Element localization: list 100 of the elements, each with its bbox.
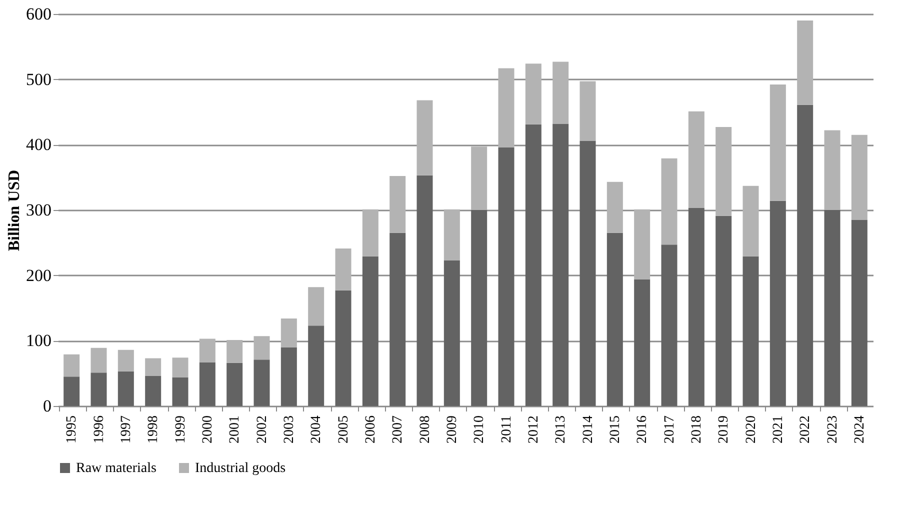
bar [390,176,406,233]
bar [444,260,460,406]
bar [552,62,569,124]
bar [770,200,786,406]
y-tick-label: 500 [26,70,52,89]
bar [308,326,324,406]
bar [226,362,243,406]
bar [580,81,596,141]
x-tick-label: 2005 [336,416,352,444]
y-tick-label: 100 [26,331,52,350]
x-tick-label: 2013 [554,416,569,444]
x-tick-label: 1995 [64,416,80,444]
bar [716,127,732,216]
bar [851,134,868,220]
bar [606,232,623,406]
bar [634,279,650,406]
y-tick-label: 400 [26,135,52,154]
bar [661,244,678,406]
x-tick-label: 2015 [608,416,623,444]
x-tick-label: 2011 [499,416,514,443]
bar [634,209,650,280]
x-tick-label: 2008 [418,416,433,444]
bar [471,210,488,406]
x-tick-label: 2022 [798,416,814,444]
bar [770,84,786,201]
bar [525,64,542,124]
bar [172,358,188,378]
bar [552,124,569,406]
x-tick-label: 2019 [716,416,732,444]
bar [280,347,297,406]
bar [688,208,704,406]
x-tick-label: 1999 [173,416,188,444]
bar [390,232,406,406]
x-tick-label: 2000 [200,416,216,444]
bar [716,216,732,406]
bar [851,220,868,406]
bar [742,186,759,256]
bar [824,130,840,210]
bar [688,111,704,208]
x-tick-label: 2007 [390,416,406,444]
bar [199,362,216,406]
y-tick-label: 200 [26,266,52,285]
bar [254,336,270,360]
x-tick-label: 2004 [309,416,324,444]
bar [416,100,433,176]
bar [199,338,216,362]
bar [64,354,80,377]
x-tick-label: 2020 [744,416,759,444]
x-tick-label: 2024 [852,416,868,444]
x-tick-label: 2021 [770,416,786,444]
y-tick-label: 300 [26,200,52,220]
bar [280,318,297,348]
bar [797,104,814,406]
x-tick-label: 2016 [635,416,650,444]
bar [797,20,814,105]
bar [226,340,243,363]
bar [145,376,162,406]
bar [308,287,324,326]
x-tick-label: 2002 [254,416,270,444]
bar [335,290,352,406]
x-tick-label: 2012 [526,416,542,444]
bar [580,140,596,406]
x-tick-label: 1996 [92,416,107,444]
bar [118,350,134,372]
bar [444,209,460,260]
bar [362,256,378,406]
bar [824,210,840,406]
bar [90,372,107,406]
legend-label: Raw materials [76,461,156,476]
x-tick-label: 2014 [580,416,596,444]
y-tick-label: 600 [26,4,52,24]
x-tick-label: 2006 [363,416,378,444]
x-tick-label: 2001 [228,416,243,444]
x-tick-label: 2009 [444,416,460,444]
bar [661,158,678,245]
bar [471,146,488,210]
bar [145,358,162,376]
x-tick-label: 1997 [118,416,134,444]
bar [606,182,623,233]
x-tick-label: 2003 [282,416,297,444]
bar [254,360,270,406]
bar [118,371,134,406]
legend-label: Industrial goods [195,461,286,476]
bar [172,377,188,406]
x-tick-label: 2017 [662,416,678,444]
x-tick-label: 2018 [689,416,704,444]
bar [362,209,378,256]
x-tick-label: 1998 [146,416,162,444]
y-tick-label: 0 [43,396,52,416]
y-axis-title: Billion USD [6,170,23,252]
bar [525,124,542,406]
x-tick-label: 2010 [472,416,488,444]
bar [498,68,514,148]
bar [498,147,514,406]
x-tick-label: 2023 [825,416,840,444]
bar [64,376,80,406]
bar [416,175,433,406]
bar [335,248,352,290]
bar [742,256,759,406]
bar [90,348,107,373]
